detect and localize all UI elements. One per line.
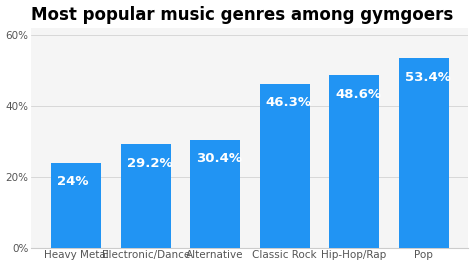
Bar (121, 144, 171, 248)
Text: Most popular music genres among gymgoers: Most popular music genres among gymgoers (31, 6, 454, 24)
Text: 53.4%: 53.4% (404, 71, 450, 84)
Text: 24%: 24% (57, 175, 89, 188)
Text: 46.3%: 46.3% (265, 96, 311, 109)
Bar (329, 75, 379, 248)
Bar (51, 163, 101, 248)
Bar (399, 58, 448, 248)
Text: 29.2%: 29.2% (127, 157, 173, 169)
Bar (190, 140, 240, 248)
Text: 30.4%: 30.4% (196, 152, 242, 165)
Bar (260, 84, 310, 248)
Text: 48.6%: 48.6% (335, 88, 381, 101)
